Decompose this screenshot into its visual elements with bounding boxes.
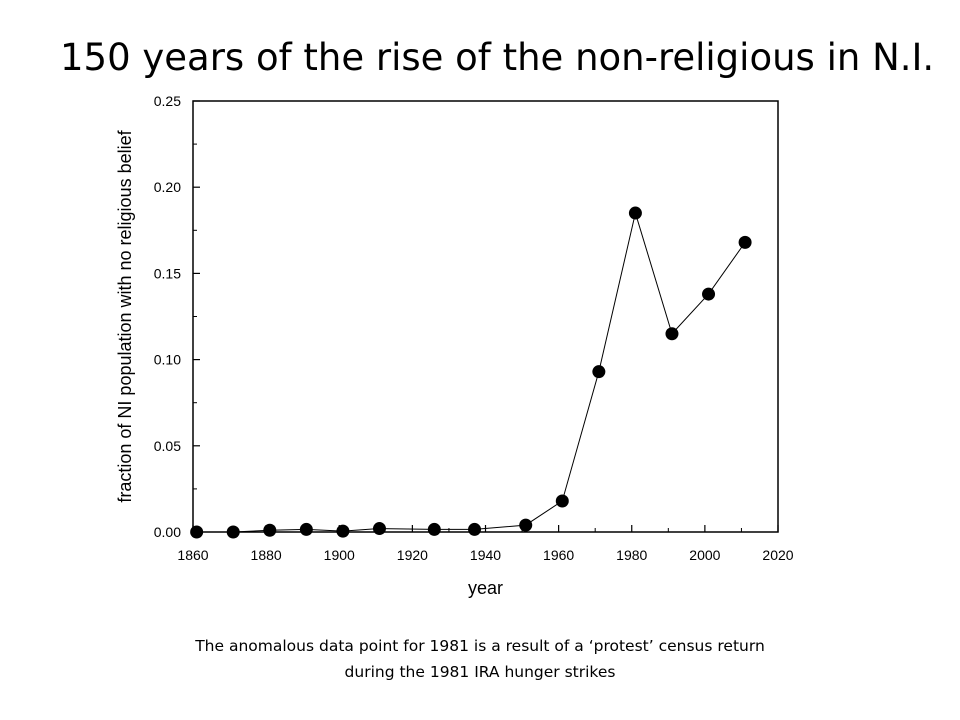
- y-tick-label: 0.00: [154, 524, 181, 540]
- y-tick-label: 0.15: [154, 265, 181, 281]
- x-tick-label: 1920: [397, 547, 428, 563]
- data-point: [372, 522, 386, 536]
- series-line: [196, 211, 746, 533]
- x-tick-label: 1960: [543, 547, 574, 563]
- x-tick-label: 2020: [762, 547, 793, 563]
- x-tick-label: 2000: [689, 547, 720, 563]
- x-axis-title: year: [468, 578, 503, 598]
- x-tick-label: 1880: [251, 547, 282, 563]
- x-tick-label: 1900: [324, 547, 355, 563]
- data-point: [299, 522, 313, 536]
- y-axis-title: fraction of NI population with no religi…: [115, 129, 135, 502]
- data-point: [702, 287, 716, 301]
- data-point: [427, 522, 441, 536]
- data-point: [628, 206, 642, 220]
- y-tick-label: 0.10: [154, 352, 181, 368]
- x-tick-label: 1860: [177, 547, 208, 563]
- data-point: [519, 518, 533, 532]
- x-tick-label: 1940: [470, 547, 501, 563]
- caption-line-1: The anomalous data point for 1981 is a r…: [195, 637, 765, 655]
- x-tick-label: 1980: [616, 547, 647, 563]
- data-point: [263, 523, 277, 537]
- x-tick-labels: 1860 1880 1900 1920 1940 1960 1980 2000 2020: [177, 547, 793, 563]
- caption: The anomalous data point for 1981 is a r…: [80, 633, 880, 685]
- data-point: [555, 494, 569, 508]
- y-tick-label: 0.05: [154, 438, 181, 454]
- caption-line-2: during the 1981 IRA hunger strikes: [344, 663, 616, 681]
- slide-title: 150 years of the rise of the non-religio…: [60, 36, 935, 79]
- y-tick-label: 0.20: [154, 179, 181, 195]
- data-point: [738, 235, 752, 249]
- data-point: [468, 522, 482, 536]
- data-point: [665, 327, 679, 341]
- y-tick-labels: 0.00 0.05 0.10 0.15 0.20 0.25: [154, 93, 181, 540]
- major-ticks: [192, 100, 779, 533]
- y-tick-label: 0.25: [154, 93, 181, 109]
- plot-frame: [192, 100, 779, 533]
- minor-ticks: [193, 143, 742, 532]
- data-point: [336, 524, 350, 538]
- data-point: [592, 365, 606, 379]
- series-layer: [190, 206, 752, 539]
